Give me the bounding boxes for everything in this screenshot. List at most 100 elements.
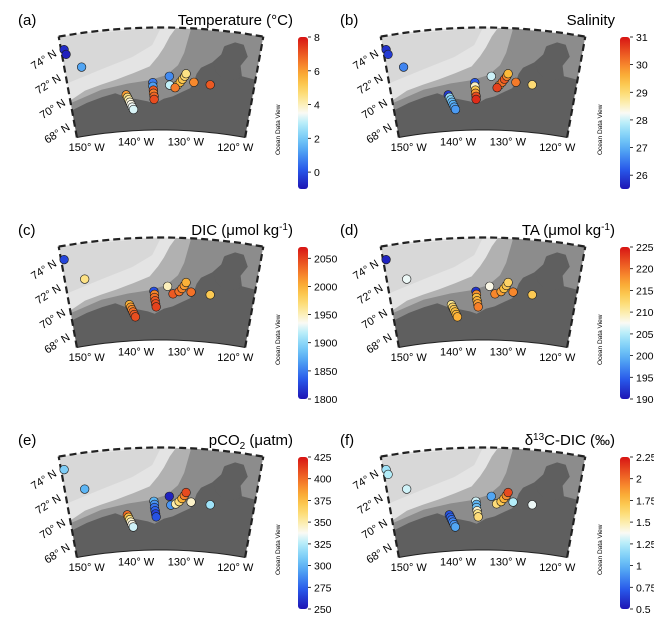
station-point: [151, 512, 161, 522]
lon-label-130: 130° W: [168, 347, 205, 359]
lat-label-72: 72° N: [356, 492, 386, 517]
lat-label-70: 70° N: [360, 517, 390, 542]
land: [72, 42, 256, 138]
colorbar-tick-label: 31: [636, 32, 648, 44]
lon-label-120: 120° W: [217, 142, 254, 154]
station-point: [511, 77, 521, 87]
colorbar-tick-label: 1800: [314, 394, 338, 406]
lon-label-140: 140° W: [118, 137, 155, 149]
colorbar-tick-label: 2000: [314, 281, 338, 293]
banks-island: [535, 464, 568, 501]
banks-island: [213, 464, 246, 501]
banks-island: [213, 254, 246, 291]
station-point: [503, 69, 513, 79]
station-point: [149, 94, 159, 104]
colorbar: [620, 457, 630, 609]
lat-label-74: 74° N: [351, 48, 381, 73]
frame-top: [58, 26, 264, 38]
frame-right: [566, 246, 587, 348]
colorbar-tick-label: 375: [314, 495, 332, 507]
lat-label-74: 74° N: [351, 258, 381, 283]
station-point: [189, 77, 199, 87]
colorbar: [298, 247, 308, 399]
colorbar-tick-label: 2250: [636, 242, 654, 254]
frame-right: [244, 36, 265, 138]
lat-label-72: 72° N: [34, 72, 64, 97]
station-point: [80, 274, 90, 284]
frame-left: [379, 36, 400, 138]
frame-right: [566, 456, 587, 558]
lon-label-120: 120° W: [539, 352, 576, 364]
frame-bottom: [76, 339, 246, 348]
lat-label-72: 72° N: [34, 282, 64, 307]
station-point: [151, 302, 161, 312]
lon-label-150: 150° W: [391, 142, 428, 154]
lon-label-130: 130° W: [168, 557, 205, 569]
station-point: [471, 94, 481, 104]
station-point: [170, 83, 180, 93]
station-point: [402, 484, 412, 494]
station-point: [508, 287, 518, 297]
lat-label-74: 74° N: [351, 468, 381, 493]
lon-label-140: 140° W: [440, 347, 477, 359]
panel-title: δ13C-DIC (‰): [525, 432, 615, 449]
map-area: [58, 237, 264, 348]
colorbar-tick-label: 2.25: [636, 452, 654, 464]
odv-watermark: Ocean Data View: [597, 524, 604, 575]
frame-left: [57, 246, 78, 348]
land: [394, 252, 578, 348]
station-point: [128, 522, 138, 532]
frame-left: [57, 36, 78, 138]
colorbar-tick-label: 1850: [314, 366, 338, 378]
land: [72, 462, 256, 558]
colorbar-tick-label: 2000: [636, 351, 654, 363]
frame-bottom: [76, 129, 246, 138]
station-point: [473, 512, 483, 522]
lon-label-130: 130° W: [490, 347, 527, 359]
colorbar-tick-label: 0.5: [636, 604, 651, 616]
station-point: [492, 83, 502, 93]
colorbar: [620, 37, 630, 189]
land: [394, 42, 578, 138]
lon-label-140: 140° W: [118, 347, 155, 359]
lon-label-130: 130° W: [490, 137, 527, 149]
station-point: [486, 491, 496, 501]
frame-top: [380, 446, 586, 458]
odv-watermark: Ocean Data View: [597, 104, 604, 155]
colorbar-tick-label: 350: [314, 517, 332, 529]
station-point: [205, 290, 215, 300]
station-point: [181, 487, 191, 498]
panel-title: Temperature (°C): [178, 12, 293, 29]
land: [72, 252, 256, 348]
lat-label-70: 70° N: [360, 97, 390, 122]
station-point: [450, 522, 460, 532]
colorbar-tick-label: 2150: [636, 285, 654, 297]
station-point: [383, 49, 393, 60]
colorbar-tick-label: 29: [636, 87, 648, 99]
station-point: [527, 500, 537, 510]
lon-label-140: 140° W: [118, 557, 155, 569]
colorbar-tick-label: 0: [314, 167, 320, 179]
colorbar-tick-label: 28: [636, 115, 648, 127]
frame-top: [380, 26, 586, 38]
station-point: [186, 287, 196, 297]
lon-label-150: 150° W: [391, 562, 428, 574]
colorbar-tick-label: 275: [314, 582, 332, 594]
colorbar: [620, 247, 630, 399]
station-point: [402, 274, 412, 284]
colorbar-tick-label: 8: [314, 32, 320, 44]
station-point: [527, 290, 537, 300]
station-point: [163, 281, 173, 291]
frame-right: [566, 36, 587, 138]
lat-label-70: 70° N: [360, 307, 390, 332]
lon-label-150: 150° W: [69, 142, 106, 154]
colorbar-tick-label: 2: [314, 133, 320, 145]
panel-letter: (b): [340, 12, 358, 29]
land: [394, 462, 578, 558]
